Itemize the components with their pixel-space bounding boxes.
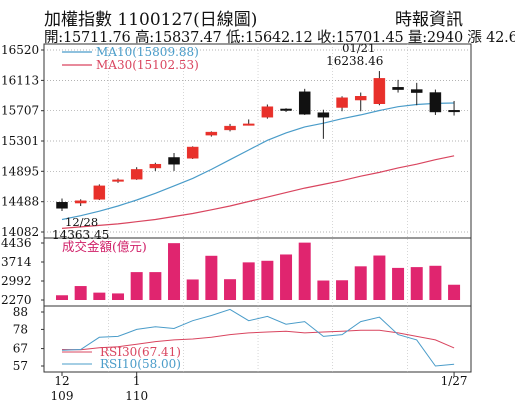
chart-frame [43,43,472,373]
volume-bar [317,280,330,300]
source-label: 時報資訊 [395,10,463,30]
rsi10-legend-label: RSI10(58.00) [100,357,181,371]
volume-bar [298,242,311,300]
volume-bar [448,284,461,300]
candle-body [298,91,311,115]
volume-bar [429,265,442,300]
candle-body [186,146,199,159]
volume-tick-label: 3714 [1,255,32,269]
candle-body [112,179,124,182]
chart-title: 加權指數 1100127(日線圖) [44,10,258,30]
candle-body [354,96,367,101]
rsi30-line [61,329,455,351]
candle-body [448,110,460,113]
candle-body [149,163,162,169]
candle-body [336,97,348,108]
volume-bar [242,262,255,300]
candle-body [74,200,87,204]
volume-bar [112,293,125,300]
volume-bar [373,255,386,300]
ohlc-stats: 開:15711.76 高:15837.47 低:15642.12 收:15701… [44,30,515,46]
rsi-tick-label: 67 [13,342,28,356]
candle-body [373,78,386,104]
volume-bar [224,279,237,300]
volume-bar [149,272,162,300]
ma10-line [61,102,455,221]
candle-body [261,106,274,118]
price-tick-label: 16113 [1,73,39,87]
volume-bar [56,295,68,300]
candle-body [224,125,236,131]
candle-body [205,131,218,136]
ma30-line [61,155,455,229]
rsi-tick-label: 57 [13,359,28,373]
volume-bar [410,267,423,300]
low-date-label: 12/28 [65,215,98,229]
candle-body [392,87,404,90]
candle-body [130,169,143,180]
volume-label: 成交金額(億元) [62,239,147,254]
candle-body [56,202,68,209]
candle-body [429,92,442,113]
price-tick-label: 14895 [1,164,39,178]
price-tick-label: 15301 [1,134,39,148]
volume-bar [93,292,106,300]
low-value-label: 14363.45 [52,228,109,242]
volume-bar [261,260,274,300]
rsi10-line [61,308,455,367]
volume-tick-label: 4436 [1,236,32,250]
volume-bar [74,286,87,300]
volume-bar [336,280,349,300]
rsi30-legend-label: RSI30(67.41) [100,345,181,359]
volume-bar [280,254,293,300]
candle-body [410,89,423,93]
volume-bar [392,267,405,300]
price-tick-label: 15707 [1,104,39,118]
high-date-label: 01/21 [342,41,375,55]
price-tick-label: 16520 [1,43,39,57]
volume-bar [130,272,143,300]
candle-body [242,123,255,126]
volume-bar [354,266,367,300]
volume-tick-label: 2992 [1,274,32,288]
volume-bar [168,243,181,300]
x-tick-label: 1/27 [441,374,468,388]
candle-body [93,185,106,200]
x-tick-label: 109 [51,389,74,403]
ma10-legend-label: MA10(15809.88) [96,45,199,59]
ma30-legend-label: MA30(15102.53) [96,58,199,72]
volume-tick-label: 2270 [1,293,32,307]
volume-bar [186,279,199,300]
candle-body [168,157,180,165]
rsi-tick-label: 88 [13,305,28,319]
volume-bar [205,255,218,300]
x-tick-label: 12 [54,374,69,388]
x-tick-label: 110 [125,389,148,403]
candle-body [280,108,292,111]
rsi-tick-label: 78 [13,322,28,336]
price-tick-label: 14488 [1,195,39,209]
high-value-label: 16238.46 [326,54,383,68]
x-tick-label: 1 [133,374,141,388]
candle-body [317,112,330,118]
price-tick-label: 14082 [1,225,39,239]
